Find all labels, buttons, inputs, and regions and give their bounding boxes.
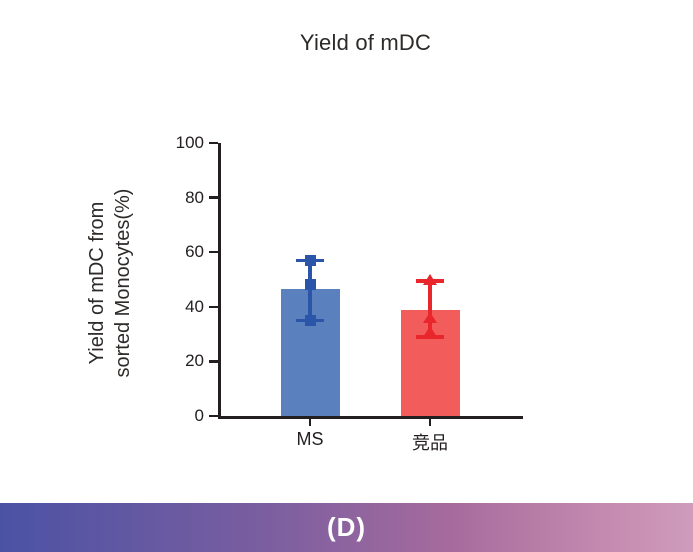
y-tick: [209, 196, 218, 199]
x-tick: [308, 419, 312, 426]
y-tick-label: 20: [185, 351, 204, 371]
y-tick-label: 0: [194, 406, 204, 425]
caption-banner: (D): [0, 503, 693, 552]
x-axis-line: [218, 416, 523, 419]
data-point-marker: [304, 279, 316, 291]
y-tick-label: 80: [185, 187, 204, 207]
x-tick-label-ms: MS: [296, 429, 324, 449]
y-tick: [209, 305, 218, 309]
y-tick: [209, 414, 218, 418]
y-tick-label: 100: [175, 133, 204, 152]
x-tick-label-competitor: 竞品: [412, 433, 448, 453]
y-tick: [209, 141, 218, 145]
y-tick-label: 40: [185, 296, 204, 316]
data-point-marker: [304, 254, 316, 266]
x-tick: [428, 419, 432, 426]
y-axis-line: [218, 143, 221, 419]
chart-title: Yield of mDC: [299, 30, 432, 55]
caption-label: (D): [326, 512, 367, 542]
y-tick: [209, 360, 218, 363]
y-tick: [209, 250, 218, 254]
plot-area: 0 20 40 60 80 100 MS 竞品: [175, 133, 523, 453]
data-point-marker: [423, 312, 437, 324]
data-point-marker: [423, 325, 437, 337]
error-bar: [428, 280, 432, 337]
data-point-marker: [423, 274, 437, 285]
data-point-marker: [304, 314, 316, 326]
y-tick-label: 60: [185, 242, 204, 262]
